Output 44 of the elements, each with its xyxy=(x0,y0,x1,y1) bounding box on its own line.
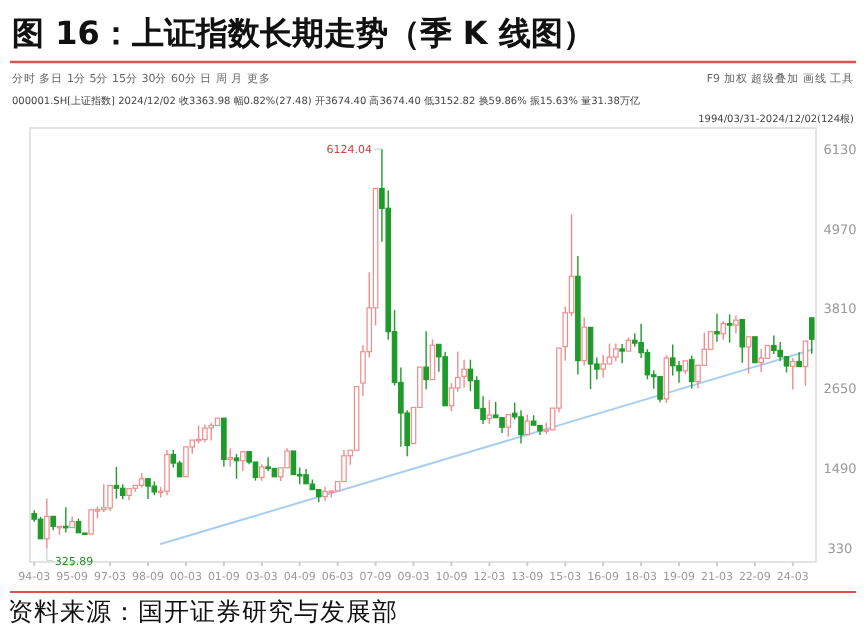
candlestick xyxy=(777,341,783,362)
candlestick xyxy=(303,468,309,485)
candlestick xyxy=(284,447,290,469)
candlestick xyxy=(796,351,802,368)
candlestick xyxy=(322,486,328,502)
candlestick xyxy=(461,358,467,389)
candlestick xyxy=(518,409,524,445)
candlestick xyxy=(265,456,271,472)
candlestick xyxy=(290,450,297,476)
candlestick xyxy=(126,488,132,502)
candlestick xyxy=(63,506,69,534)
candlestick xyxy=(764,344,771,359)
candlestick xyxy=(341,449,347,483)
candlestick xyxy=(587,326,594,390)
candlestick xyxy=(221,417,227,468)
candlestick xyxy=(537,424,543,436)
chart-title: 图 16：上证指数长期走势（季 K 线图） xyxy=(12,14,595,52)
candlestick xyxy=(575,255,581,376)
candlestick xyxy=(69,515,75,529)
candlestick xyxy=(714,313,720,343)
candlestick xyxy=(745,336,752,375)
candlestick xyxy=(613,342,619,362)
candlestick xyxy=(423,330,429,390)
candlestick xyxy=(164,449,170,496)
candlestick xyxy=(353,386,360,451)
candlestick xyxy=(183,446,189,478)
candlestick xyxy=(600,353,606,379)
candlestick xyxy=(676,360,682,384)
candlestick xyxy=(442,351,448,407)
candlestick xyxy=(107,484,113,512)
candlestick xyxy=(752,336,758,364)
candlestick xyxy=(790,357,796,391)
candlestick xyxy=(88,509,94,535)
candlestick xyxy=(145,478,151,500)
candlestick xyxy=(499,417,505,434)
candlestick xyxy=(733,314,739,334)
candlestick xyxy=(227,447,233,468)
candlestick xyxy=(240,451,246,472)
candlestick xyxy=(619,343,625,364)
candlestick xyxy=(50,515,56,532)
candlestick xyxy=(771,334,777,355)
candlestick xyxy=(657,376,663,403)
text: 资料来源：国开证券研究与发展部 xyxy=(8,596,398,626)
candlestick xyxy=(802,340,809,387)
